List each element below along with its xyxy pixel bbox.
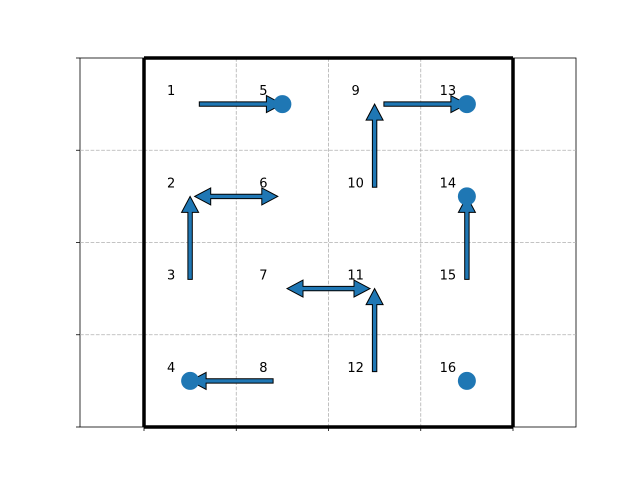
cell-label-15: 15 (440, 269, 457, 284)
transition-arrow-1-5 (198, 94, 284, 114)
terminal-dot-16 (457, 371, 476, 390)
terminal-dot-4 (181, 371, 200, 390)
cell-label-9: 9 (351, 84, 359, 99)
transition-arrow-9-13 (383, 94, 468, 114)
cell-label-14: 14 (440, 176, 457, 191)
transition-arrow-7-11 (285, 279, 372, 298)
terminal-dot-13 (457, 95, 476, 114)
cell-label-12: 12 (347, 361, 364, 376)
cell-label-13: 13 (440, 84, 457, 99)
cell-label-10: 10 (347, 176, 364, 191)
terminal-state-markers (181, 95, 476, 390)
axes-frame (76, 57, 577, 431)
transition-arrow-8-4 (189, 371, 274, 391)
cell-label-4: 4 (167, 361, 175, 376)
cell-label-5: 5 (259, 84, 267, 99)
transition-arrow-15-14 (457, 195, 477, 280)
cell-label-6: 6 (259, 176, 267, 191)
gridlines (80, 58, 576, 427)
cell-label-16: 16 (440, 361, 457, 376)
transition-arrow-12-11 (365, 287, 384, 373)
transition-arrows (180, 94, 477, 391)
terminal-dot-5 (273, 95, 292, 114)
cell-label-8: 8 (259, 361, 267, 376)
transition-arrow-2-6 (193, 187, 279, 206)
cell-label-7: 7 (259, 269, 267, 284)
cell-label-1: 1 (167, 84, 175, 99)
grid-border (142, 56, 515, 429)
terminal-dot-14 (457, 187, 476, 206)
cell-label-2: 2 (167, 176, 175, 191)
transition-arrow-3-2 (180, 195, 200, 280)
cell-label-3: 3 (167, 269, 175, 284)
transition-arrow-10-9 (365, 103, 384, 188)
cell-label-11: 11 (347, 269, 364, 284)
